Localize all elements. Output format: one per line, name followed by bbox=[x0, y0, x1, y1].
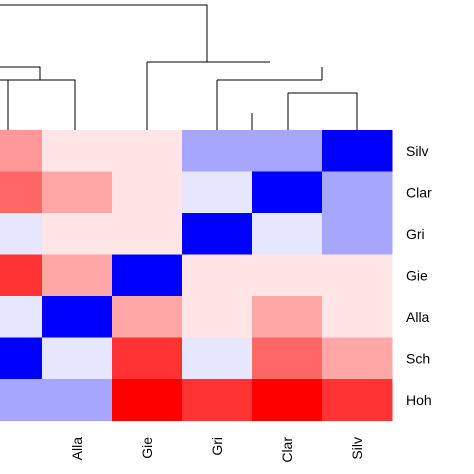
heatmap-cell bbox=[182, 130, 253, 172]
heatmap-cell bbox=[322, 296, 393, 338]
heatmap-cell bbox=[112, 337, 183, 380]
row-label: Gie bbox=[406, 267, 428, 283]
row-label: Silv bbox=[406, 143, 429, 159]
heatmap-cell bbox=[0, 254, 42, 297]
heatmap-cell bbox=[0, 379, 42, 421]
heatmap-cell bbox=[252, 213, 323, 255]
heatmap-cell bbox=[112, 171, 183, 214]
heatmap-cell bbox=[42, 171, 113, 214]
row-label: Sch bbox=[406, 350, 430, 366]
row-label: Hoh bbox=[406, 392, 432, 408]
heatmap-cell bbox=[182, 171, 253, 214]
heatmap-cell bbox=[252, 254, 323, 297]
dendrogram-root-branch bbox=[0, 4, 358, 130]
heatmap-cell bbox=[0, 213, 42, 255]
heatmap-cell bbox=[112, 379, 183, 421]
heatmap-cell bbox=[322, 379, 393, 421]
column-label: Gri bbox=[209, 437, 225, 456]
heatmap-cell bbox=[0, 337, 42, 380]
heatmap-cell bbox=[182, 296, 253, 338]
heatmap-cell bbox=[42, 130, 113, 172]
heatmap-cell bbox=[112, 254, 183, 297]
heatmap-cell bbox=[112, 296, 183, 338]
heatmap-cell bbox=[42, 296, 113, 338]
heatmap-cell bbox=[182, 254, 253, 297]
row-label: Alla bbox=[406, 309, 430, 325]
heatmap-cell bbox=[42, 213, 113, 255]
heatmap-cell bbox=[252, 171, 323, 214]
heatmap-cell bbox=[182, 213, 253, 255]
heatmap-cell bbox=[42, 379, 113, 421]
column-labels: Sch Alla Gie Gri Clar Silv bbox=[0, 437, 365, 463]
heatmap-cell bbox=[0, 296, 42, 338]
column-label: Silv bbox=[349, 437, 365, 460]
heatmap-cell bbox=[42, 254, 113, 297]
column-label: Clar bbox=[279, 437, 295, 463]
heatmap-cell bbox=[322, 213, 393, 255]
heatmap-cell bbox=[0, 171, 42, 214]
row-label: Gri bbox=[406, 226, 425, 242]
row-label: Clar bbox=[406, 184, 432, 200]
column-label: Alla bbox=[69, 437, 85, 461]
heatmap-cell bbox=[322, 130, 393, 172]
heatmap-cell bbox=[252, 379, 323, 421]
column-label: Sch bbox=[0, 437, 1, 461]
heatmap-cell bbox=[322, 171, 393, 214]
heatmap-cell bbox=[252, 337, 323, 380]
heatmap-cell bbox=[0, 130, 42, 172]
heatmap-cell bbox=[182, 337, 253, 380]
heatmap-cell bbox=[182, 379, 253, 421]
heatmap-cell bbox=[252, 296, 323, 338]
heatmap-cell bbox=[112, 130, 183, 172]
heatmap-cell bbox=[112, 213, 183, 255]
column-dendrogram bbox=[0, 4, 358, 130]
column-label: Gie bbox=[139, 437, 155, 459]
heatmap-cell bbox=[322, 337, 393, 380]
heatmap-cell bbox=[322, 254, 393, 297]
heatmap-cells bbox=[0, 130, 393, 421]
row-labels: Silv Clar Gri Gie Alla Sch Hoh bbox=[406, 143, 432, 408]
heatmap-cell bbox=[42, 337, 113, 380]
heatmap-cell bbox=[252, 130, 323, 172]
